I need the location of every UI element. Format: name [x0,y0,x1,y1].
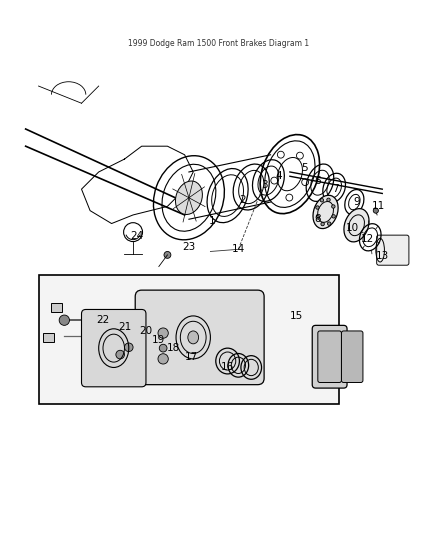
Text: 24: 24 [131,231,144,241]
Text: 4: 4 [276,171,283,181]
Text: 1: 1 [209,216,216,227]
Text: 7: 7 [332,184,338,194]
Circle shape [321,222,324,226]
Text: 17: 17 [184,352,198,362]
Text: 9: 9 [353,197,360,207]
Circle shape [164,252,171,259]
Circle shape [124,343,133,352]
Bar [51,303,62,312]
Circle shape [116,350,124,359]
FancyBboxPatch shape [342,331,363,383]
Circle shape [327,198,330,201]
Text: 2: 2 [239,195,246,205]
Text: 6: 6 [314,175,321,185]
Text: 18: 18 [167,343,180,353]
Text: 8: 8 [314,214,321,224]
Text: 20: 20 [139,326,152,336]
Text: 12: 12 [360,233,374,244]
Text: 15: 15 [290,311,303,321]
Ellipse shape [313,195,338,229]
Circle shape [158,328,168,338]
Text: 19: 19 [152,335,166,344]
FancyBboxPatch shape [135,290,264,385]
FancyBboxPatch shape [81,310,146,387]
Text: 14: 14 [232,244,245,254]
Text: 3: 3 [261,180,268,190]
Text: 13: 13 [376,251,389,261]
Text: 21: 21 [118,321,131,332]
Circle shape [159,344,167,352]
Circle shape [332,215,336,218]
Circle shape [59,315,70,325]
Text: 11: 11 [371,201,385,212]
Circle shape [373,208,378,213]
Text: 16: 16 [221,362,234,373]
Text: 10: 10 [346,223,359,233]
Circle shape [332,205,335,208]
FancyBboxPatch shape [39,275,339,404]
Circle shape [328,222,331,225]
Text: 5: 5 [302,163,308,173]
FancyBboxPatch shape [377,235,409,265]
Circle shape [316,206,319,209]
Text: 22: 22 [96,315,110,325]
Circle shape [316,216,319,219]
Text: 23: 23 [182,242,195,252]
Ellipse shape [344,208,369,242]
FancyBboxPatch shape [318,331,342,383]
FancyBboxPatch shape [312,325,347,388]
Circle shape [320,198,324,202]
Bar [43,333,53,342]
Ellipse shape [176,181,202,214]
Circle shape [158,354,168,364]
Title: 1999 Dodge Ram 1500 Front Brakes Diagram 1: 1999 Dodge Ram 1500 Front Brakes Diagram… [128,39,310,48]
Ellipse shape [188,331,198,344]
